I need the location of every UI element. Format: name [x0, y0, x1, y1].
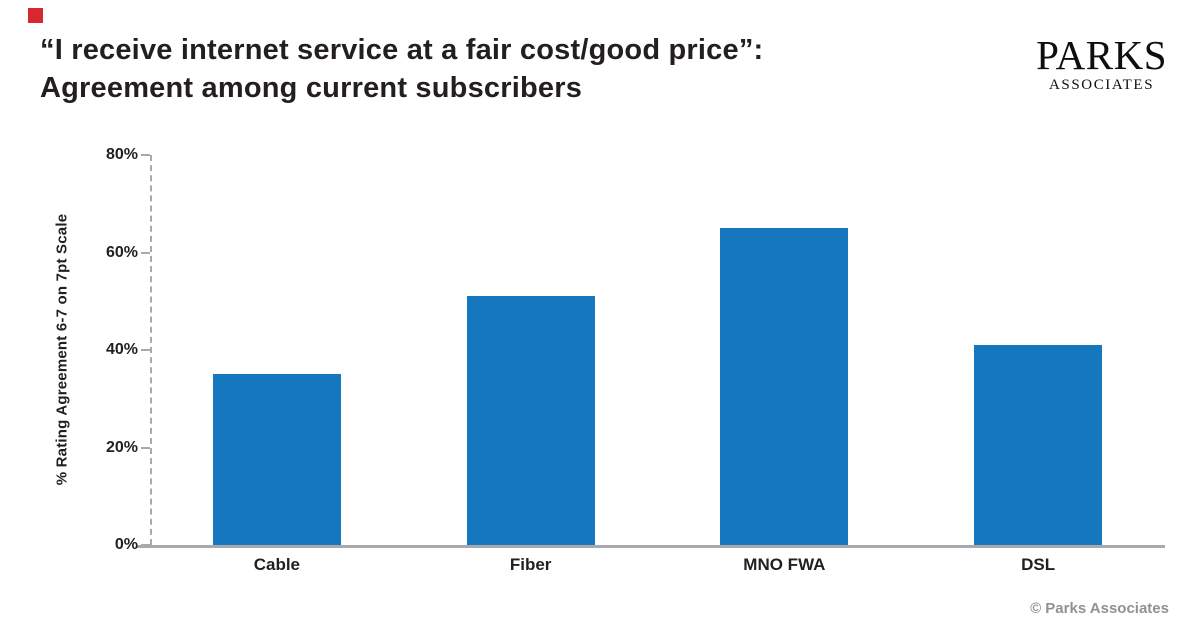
bar-dsl: [974, 345, 1103, 545]
bar-column: [658, 155, 912, 545]
bar-column: [150, 155, 404, 545]
x-axis-label: MNO FWA: [743, 555, 826, 574]
y-tick-mark: [141, 251, 150, 254]
bar-mno-fwa: [720, 228, 849, 545]
title-line-1: “I receive internet service at a fair co…: [40, 34, 764, 66]
title-line-2: Agreement among current subscribers: [40, 71, 583, 104]
y-tick-mark: [141, 446, 150, 449]
x-axis-label: Cable: [253, 555, 301, 574]
bars-layer: [150, 155, 1165, 545]
bar-fiber: [466, 296, 595, 545]
x-axis-label: DSL: [1021, 555, 1056, 574]
logo-parks-text: PARKS: [1036, 32, 1167, 78]
y-axis-line: [150, 155, 152, 545]
y-tick-mark: [141, 154, 150, 156]
page-title: “I receive internet service at a fair co…: [40, 32, 763, 107]
y-tick-mark: [141, 349, 150, 351]
y-tick-label: 80%: [105, 146, 138, 163]
bar-column: [404, 155, 658, 545]
y-tick-label: 40%: [105, 341, 138, 358]
x-axis-labels: Cable Fiber MNO FWA DSL: [150, 555, 1165, 575]
y-tick-mark: [141, 544, 150, 546]
parks-associates-logo: PARKS ASSOCIATES: [1036, 32, 1167, 94]
plot-area: 0% 20% 40% 60% 80%: [106, 146, 1165, 553]
bar-chart: % Rating Agreement 6-7 on 7pt Scale 0% 20…: [40, 146, 1175, 595]
bar-cable: [212, 374, 341, 545]
y-tick-label: 60%: [105, 243, 138, 261]
x-axis-line-extension: [136, 545, 150, 548]
logo-associates-text: ASSOCIATES: [1048, 76, 1155, 93]
y-tick-label: 0%: [114, 536, 138, 553]
x-axis-label: Fiber: [509, 555, 552, 574]
y-axis-title: % Rating Agreement 6-7 on 7pt Scale: [53, 213, 71, 486]
y-tick-label: 20%: [105, 438, 138, 456]
copyright-note: © Parks Associates: [1030, 600, 1169, 617]
brand-accent-square: [28, 8, 43, 23]
bar-column: [911, 155, 1165, 545]
